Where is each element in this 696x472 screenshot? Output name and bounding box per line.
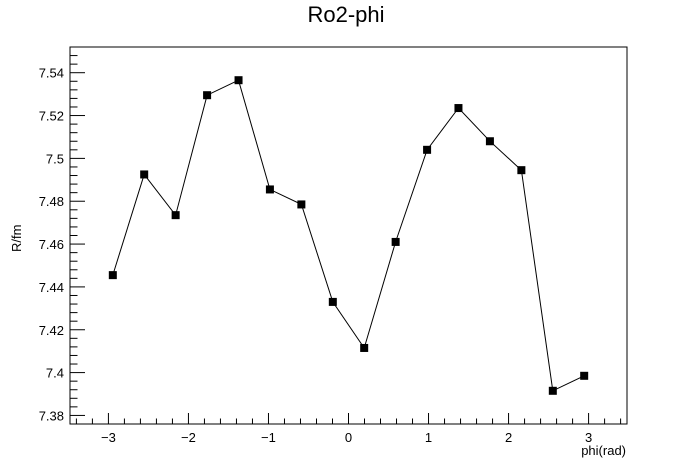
y-tick-label: 7.38	[39, 408, 64, 423]
series-markers	[108, 76, 589, 395]
data-point	[203, 91, 212, 100]
y-tick-label: 7.52	[39, 109, 64, 124]
data-point	[140, 170, 149, 179]
x-axis-label: phi(rad)	[581, 443, 626, 458]
data-point	[360, 343, 369, 352]
y-tick-label: 7.44	[39, 280, 64, 295]
series-line	[112, 79, 585, 392]
x-tick-label: 3	[585, 430, 592, 445]
x-tick-label: −3	[101, 430, 116, 445]
data-point	[328, 297, 337, 306]
x-tick-label: 1	[425, 430, 432, 445]
y-tick-label: 7.4	[46, 366, 64, 381]
data-point	[265, 185, 274, 194]
y-tick-label: 7.42	[39, 323, 64, 338]
data-point	[485, 137, 494, 146]
data-point	[171, 211, 180, 220]
x-tick-label: 2	[505, 430, 512, 445]
data-point	[580, 371, 589, 380]
x-tick-label: −1	[261, 430, 276, 445]
data-point	[391, 237, 400, 246]
plot-frame	[69, 46, 628, 425]
y-tick-label: 7.54	[39, 66, 64, 81]
data-point	[517, 166, 526, 175]
y-tick-label: 7.5	[46, 151, 64, 166]
x-tick-label: 0	[345, 430, 352, 445]
y-tick-label: 7.48	[39, 194, 64, 209]
data-point	[297, 200, 306, 209]
series-polyline	[112, 79, 585, 392]
data-point	[423, 145, 432, 154]
y-axis: 7.38 7.4 7.42 7.44 7.46 7.48 7.5 7.52 7.54	[39, 46, 85, 425]
data-point	[234, 76, 243, 85]
y-axis-label: R/fm	[9, 225, 24, 252]
data-point	[108, 271, 117, 280]
y-tick-label: 7.46	[39, 237, 64, 252]
chart-title: Ro2-phi	[307, 2, 384, 27]
data-point	[548, 386, 557, 395]
x-axis: −3 −2 −1 0 1 2 3	[75, 413, 622, 445]
x-tick-label: −2	[181, 430, 196, 445]
data-point	[454, 104, 463, 113]
